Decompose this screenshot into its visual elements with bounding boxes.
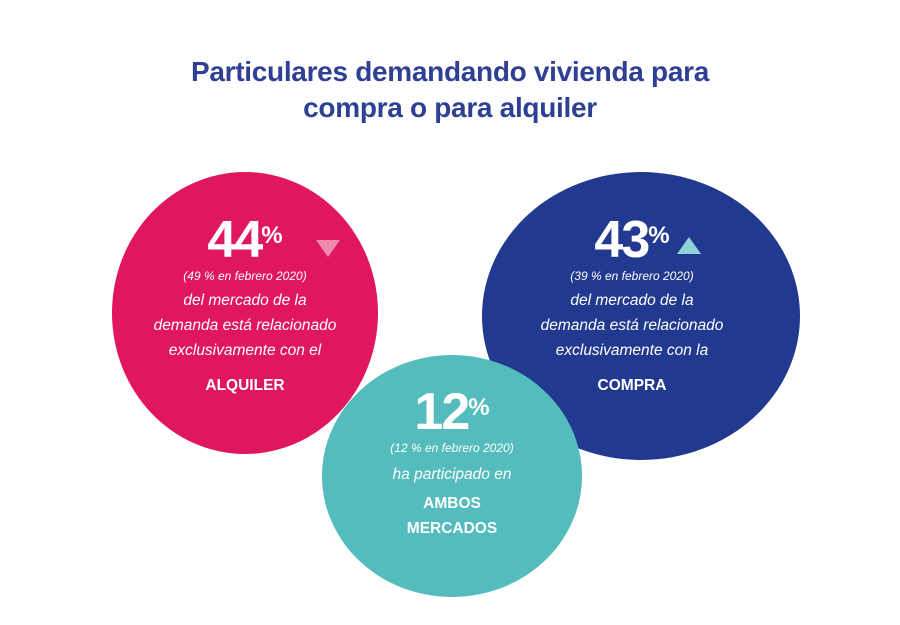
alquiler-circle — [112, 172, 378, 454]
alquiler-content: 44% (49 % en febrero 2020) del mercado d… — [95, 214, 395, 398]
up-triangle-icon — [677, 237, 701, 254]
compra-previous: (39 % en febrero 2020) — [570, 269, 694, 283]
title-line-2: compra o para alquiler — [303, 92, 597, 123]
alquiler-desc-3: exclusivamente con el — [168, 342, 322, 359]
ambos-previous: (12 % en febrero 2020) — [390, 441, 514, 455]
ambos-keyword-1: AMBOS — [423, 495, 481, 512]
ambos-circle — [322, 355, 582, 597]
compra-desc-1: del mercado de la — [570, 292, 694, 309]
alquiler-percentage: 44% — [207, 211, 283, 269]
compra-desc-3: exclusivamente con la — [555, 342, 709, 359]
ambos-keyword-2: MERCADOS — [406, 520, 498, 537]
compra-content: 43% (39 % en febrero 2020) del mercado d… — [482, 214, 782, 398]
compra-percentage: 43% — [594, 211, 670, 269]
ambos-desc-1: ha participado en — [392, 466, 512, 483]
down-triangle-icon — [316, 240, 340, 257]
alquiler-keyword: ALQUILER — [205, 377, 285, 394]
alquiler-desc-1: del mercado de la — [183, 292, 307, 309]
compra-keyword: COMPRA — [597, 377, 667, 394]
ambos-percentage: 12% — [414, 383, 490, 441]
ambos-content: 12% (12 % en febrero 2020) ha participad… — [302, 386, 602, 541]
alquiler-previous: (49 % en febrero 2020) — [183, 269, 307, 283]
alquiler-desc-2: demanda está relacionado — [153, 317, 337, 334]
compra-desc-2: demanda está relacionado — [540, 317, 724, 334]
title-line-1: Particulares demandando vivienda para — [191, 56, 709, 87]
